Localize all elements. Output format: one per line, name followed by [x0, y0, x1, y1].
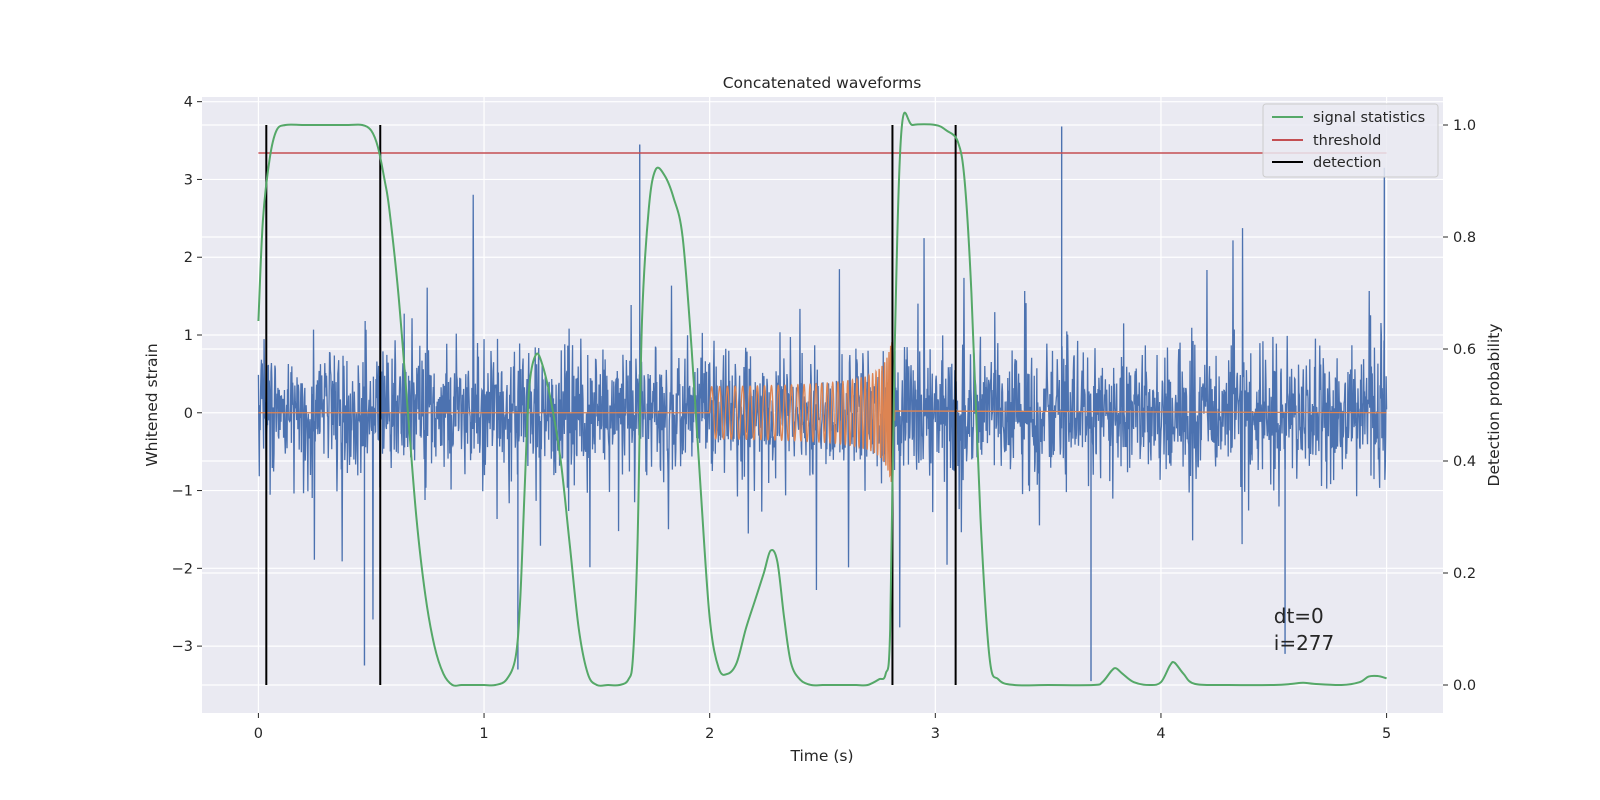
x-axis-ticks: 0 1 2 3 4 5 [254, 713, 1391, 742]
y-axis-label: Whitened strain [143, 343, 161, 466]
legend-box [1262, 103, 1439, 178]
y2-tick-label: 0.8 [1453, 230, 1476, 246]
y2-tick-label: 0.2 [1453, 566, 1476, 582]
x-tick-label: 0 [254, 726, 263, 742]
detection-lines [265, 125, 957, 685]
x-tick-label: 2 [705, 726, 714, 742]
y-tick-label: −2 [172, 561, 193, 577]
y-tick-label: 2 [184, 250, 193, 266]
signal-statistics-path [257, 111, 1387, 687]
chirp-template-series [258, 342, 1387, 484]
x-tick-label: 5 [1382, 726, 1391, 742]
y-tick-label: −1 [172, 484, 193, 500]
y2-tick-label: 1.0 [1453, 118, 1476, 134]
annotation-dt: dt=0 [1274, 604, 1324, 628]
signal-statistics-line [257, 111, 1387, 687]
y-tick-label: −3 [172, 639, 193, 655]
legend-label-signal-statistics: signal statistics [1313, 110, 1425, 126]
legend-label-threshold: threshold [1313, 133, 1381, 149]
y2-tick-label: 0.4 [1453, 454, 1476, 470]
annotation-text: dt=0 i=277 [1274, 604, 1335, 655]
x-tick-label: 4 [1156, 726, 1165, 742]
y-tick-label: 1 [184, 328, 193, 344]
chirp-template-path [258, 342, 1387, 484]
y-tick-label: 4 [184, 95, 193, 111]
y2-axis-label: Detection probability [1485, 324, 1503, 487]
left-axis-ticks: −3 −2 −1 0 1 2 3 4 [172, 95, 202, 655]
x-axis-label: Time (s) [789, 747, 853, 765]
legend: signal statistics threshold detection [1262, 103, 1439, 178]
right-axis-ticks: 0.0 0.2 0.4 0.6 0.8 1.0 [1443, 118, 1476, 694]
annotation-i: i=277 [1274, 631, 1335, 655]
x-tick-label: 3 [931, 726, 940, 742]
y-tick-label: 3 [184, 172, 193, 188]
y-tick-label: 0 [184, 406, 193, 422]
chart-title: Concatenated waveforms [723, 74, 922, 92]
y2-tick-label: 0.0 [1453, 678, 1476, 694]
legend-label-detection: detection [1313, 155, 1381, 171]
x-tick-label: 1 [479, 726, 488, 742]
y2-tick-label: 0.6 [1453, 342, 1476, 358]
